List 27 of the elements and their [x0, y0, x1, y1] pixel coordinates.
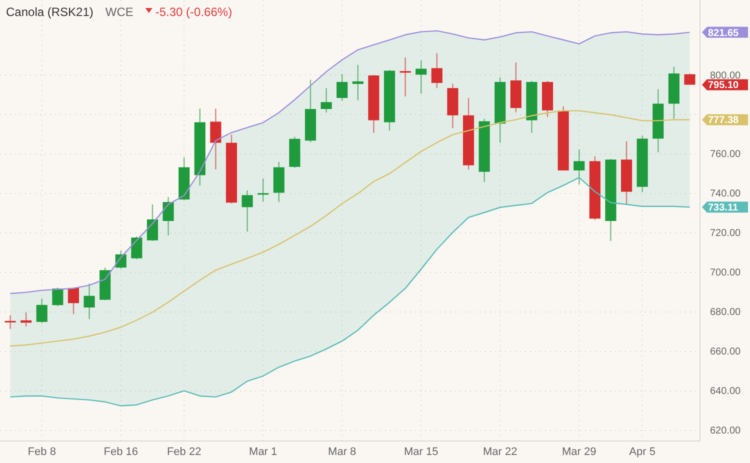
line-series — [10, 110, 690, 347]
y-tick-label: 620.00 — [710, 426, 742, 437]
x-tick-label: Mar 8 — [328, 446, 356, 458]
x-tick-label: Feb 8 — [28, 446, 56, 458]
data-label: 777.38 — [708, 115, 740, 126]
y-tick-label: 660.00 — [710, 346, 742, 358]
line-series — [10, 176, 690, 406]
data-label: 733.11 — [708, 202, 738, 214]
x-tick-label: Apr 5 — [629, 446, 656, 458]
text: Canola (RSK21) — [6, 5, 94, 19]
y-tick-label: 700.00 — [710, 268, 742, 279]
text: WCE — [105, 5, 134, 19]
x-tick-label: Feb 16 — [104, 446, 138, 458]
y-tick-label: 740.00 — [710, 188, 742, 200]
annotation: -5.30 (-0.66%) — [155, 5, 232, 19]
y-tick-label: 760.00 — [710, 149, 742, 160]
y-tick-label: 680.00 — [710, 307, 742, 318]
x-tick-label: Mar 29 — [562, 446, 596, 458]
y-tick-label: 800.00 — [710, 70, 742, 82]
x-tick-label: Mar 15 — [404, 446, 438, 458]
y-tick-label: 720.00 — [710, 228, 742, 240]
x-tick-label: Feb 22 — [166, 446, 202, 458]
text: 795.10 — [708, 80, 739, 92]
data-label: 821.65 — [708, 28, 740, 39]
x-tick-label: Mar 22 — [482, 446, 518, 458]
y-tick-label: 640.00 — [710, 386, 742, 398]
x-tick-label: Mar 1 — [249, 446, 278, 458]
